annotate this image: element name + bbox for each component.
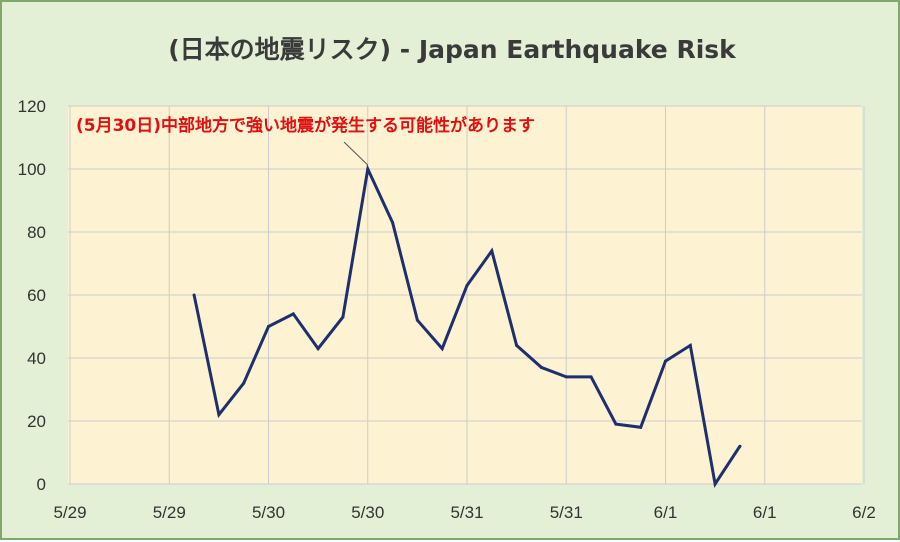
- data-point: [515, 343, 519, 347]
- y-tick-label: 40: [27, 349, 46, 368]
- x-tick-label: 6/2: [852, 503, 876, 522]
- x-tick-label: 5/30: [351, 503, 384, 522]
- x-tick-label: 5/30: [252, 503, 285, 522]
- y-axis-ticks: 0 20 40 60 80 100 120: [18, 97, 46, 494]
- x-tick-label: 5/31: [450, 503, 483, 522]
- data-point: [415, 318, 419, 322]
- x-tick-label: 5/31: [550, 503, 583, 522]
- data-point: [564, 375, 568, 379]
- data-point: [713, 482, 717, 486]
- data-point: [664, 359, 667, 363]
- x-axis-ticks: 5/29 5/29 5/30 5/30 5/31 5/31 6/1 6/1 6/2: [53, 503, 875, 522]
- x-tick-label: 5/29: [153, 503, 186, 522]
- annotation-group: (5月30日)中部地方で強い地震が発生する可能性があります: [76, 115, 535, 166]
- grid-lines: [68, 105, 865, 485]
- data-point: [291, 312, 295, 316]
- series-group: [192, 163, 742, 488]
- data-point: [267, 325, 270, 328]
- data-point: [539, 365, 543, 369]
- y-tick-label: 120: [18, 97, 46, 116]
- y-tick-label: 20: [27, 412, 46, 431]
- data-point: [688, 343, 692, 347]
- data-point: [391, 221, 395, 225]
- data-point: [589, 375, 593, 379]
- chart-title: (日本の地震リスク) - Japan Earthquake Risk: [168, 35, 737, 64]
- data-point: [738, 444, 742, 448]
- x-tick-label: 6/1: [753, 503, 777, 522]
- data-point: [217, 413, 221, 417]
- data-point: [465, 284, 469, 288]
- data-point: [192, 293, 196, 297]
- data-point: [341, 315, 345, 319]
- data-point: [440, 347, 444, 351]
- annotation-date: (5月30日): [76, 116, 161, 136]
- data-point: [242, 381, 246, 385]
- annotation-text: (5月30日)中部地方で強い地震が発生する可能性があります: [76, 115, 535, 136]
- y-tick-label: 0: [37, 475, 46, 494]
- data-point: [316, 347, 320, 351]
- annotation-message: 中部地方で強い地震が発生する可能性があります: [161, 115, 535, 136]
- data-point: [366, 167, 370, 171]
- data-point: [614, 422, 618, 426]
- y-tick-label: 80: [27, 223, 46, 242]
- y-tick-label: 60: [27, 286, 46, 305]
- x-tick-label: 5/29: [53, 503, 86, 522]
- x-tick-label: 6/1: [654, 503, 678, 522]
- data-point: [639, 425, 643, 429]
- y-tick-label: 100: [18, 160, 46, 179]
- annotation-leader-line: [343, 141, 369, 166]
- data-point: [490, 249, 494, 253]
